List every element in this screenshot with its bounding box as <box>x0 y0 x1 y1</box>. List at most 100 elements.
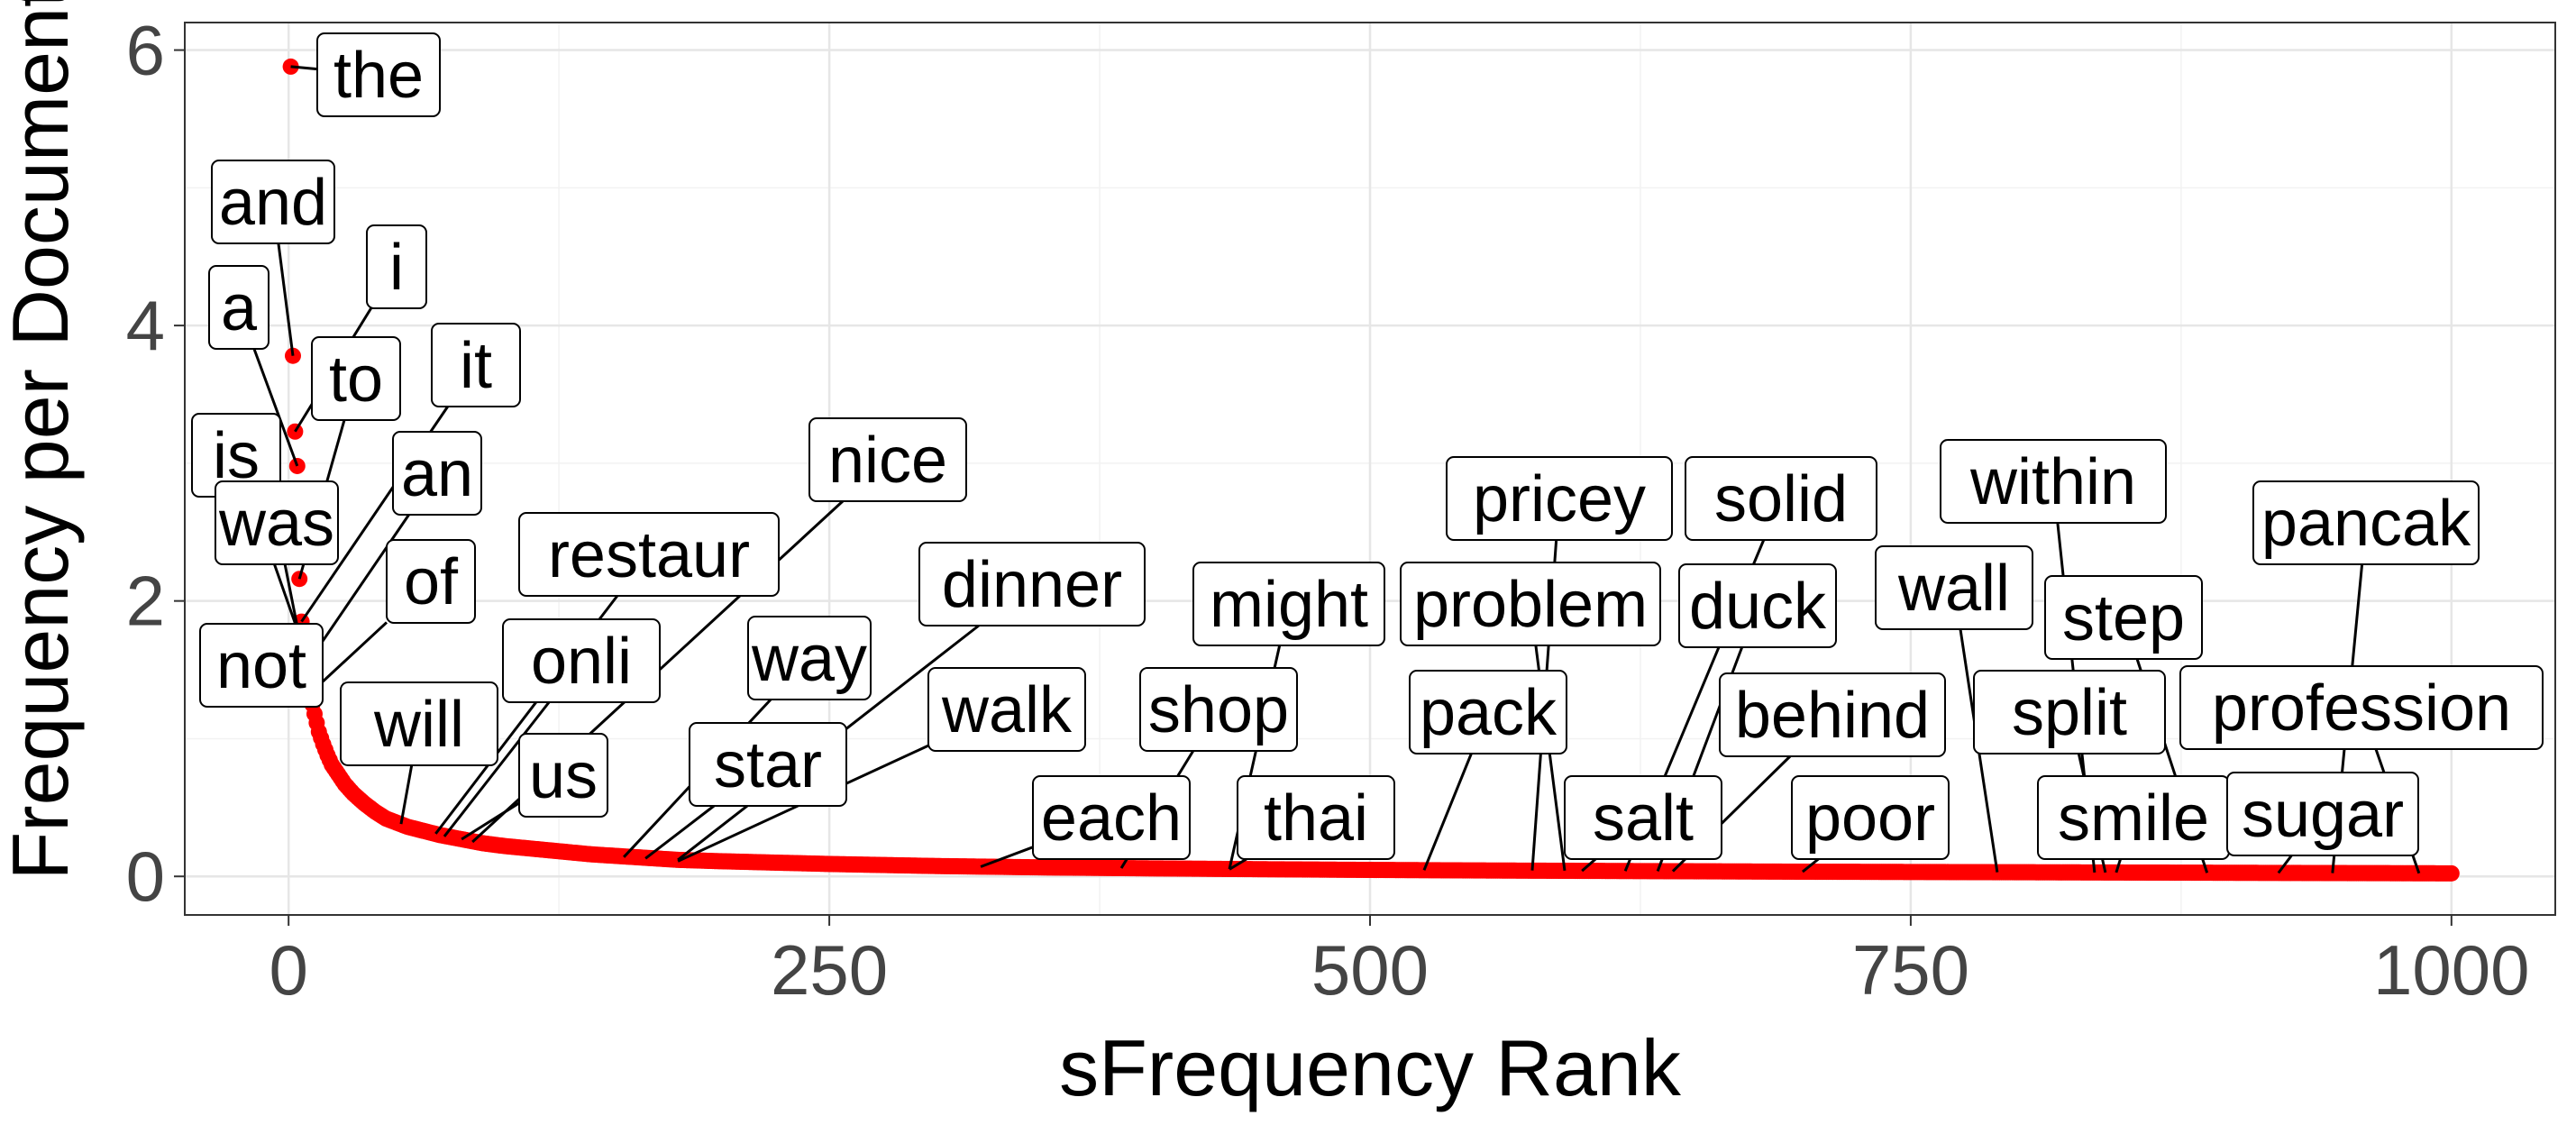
word-label-text: salt <box>1593 782 1694 855</box>
word-label-text: an <box>401 438 473 510</box>
word-label-text: pricey <box>1473 463 1646 535</box>
word-label-text: a <box>221 272 258 344</box>
word-label: behind <box>1719 672 1946 757</box>
word-label: smile <box>2037 775 2230 860</box>
word-label-box <box>918 542 1146 626</box>
word-label-box <box>1237 775 1395 860</box>
word-label: was <box>215 480 339 565</box>
word-label-box <box>518 512 780 597</box>
word-label-box <box>1685 456 1877 541</box>
word-label-box <box>1400 562 1661 646</box>
word-label: a <box>208 265 269 350</box>
word-label-text: pack <box>1420 677 1557 749</box>
x-tick-label: 1000 <box>2373 930 2530 1010</box>
word-label: duck <box>1678 563 1837 648</box>
word-label: onli <box>502 618 661 703</box>
leader-line <box>399 764 414 825</box>
leader-line <box>1801 857 1820 873</box>
word-label-text: restaur <box>548 519 750 591</box>
word-label-text: pancak <box>2261 488 2471 560</box>
word-label: poor <box>1791 775 1950 860</box>
word-label-box <box>1032 775 1191 860</box>
y-tick-label: 4 <box>126 286 165 365</box>
word-label-box <box>208 265 269 350</box>
y-axis-ticks: 0 2 4 6 <box>126 11 185 916</box>
word-label-box <box>518 733 608 818</box>
word-label-box <box>2252 480 2480 565</box>
word-label-box <box>927 667 1086 752</box>
word-label-text: profession <box>2212 672 2511 745</box>
word-label-text: is <box>213 420 260 492</box>
word-label: to <box>311 336 401 421</box>
word-label-text: star <box>714 729 822 801</box>
word-label-text: solid <box>1714 463 1848 535</box>
y-tick-label: 0 <box>126 837 165 916</box>
word-label-text: shop <box>1148 674 1289 746</box>
leader-line <box>1581 857 1597 873</box>
leader-line <box>277 242 295 356</box>
word-label: it <box>431 323 521 407</box>
word-label: pancak <box>2252 480 2480 565</box>
word-label-text: thai <box>1264 782 1368 855</box>
word-label-box <box>1678 563 1837 648</box>
word-label-box <box>1791 775 1950 860</box>
word-label-box <box>1564 775 1722 860</box>
word-label-text: might <box>1210 569 1368 641</box>
word-label-text: i <box>389 232 404 304</box>
word-label-text: will <box>373 689 464 761</box>
word-label-box <box>2179 665 2544 750</box>
word-label-text: onli <box>531 626 632 698</box>
data-point <box>2443 864 2460 882</box>
word-label-box <box>1973 670 2166 754</box>
word-label-text: dinner <box>942 549 1122 621</box>
word-label: of <box>386 539 476 624</box>
word-label-box <box>808 417 967 502</box>
leader-line <box>290 65 318 71</box>
word-label-text: problem <box>1413 569 1648 641</box>
x-tick-label: 250 <box>771 930 888 1010</box>
word-label-text: way <box>751 623 867 695</box>
word-label-text: walk <box>941 674 1073 746</box>
leader-line <box>443 701 551 837</box>
word-label-text: poor <box>1805 782 1935 855</box>
word-label-text: behind <box>1735 680 1930 752</box>
word-label-box <box>366 224 427 309</box>
word-label-box <box>502 618 661 703</box>
y-tick-label: 6 <box>126 11 165 90</box>
word-label: and <box>211 160 335 244</box>
word-label-text: within <box>1969 446 2136 518</box>
word-label-text: split <box>2012 677 2127 749</box>
word-label: solid <box>1685 456 1877 541</box>
word-label: an <box>392 431 482 516</box>
word-label: way <box>747 616 872 700</box>
leader-line <box>2115 858 2122 873</box>
word-label-box <box>316 32 441 117</box>
word-label-box <box>392 431 482 516</box>
word-label: might <box>1192 562 1385 646</box>
word-label-text: not <box>216 630 306 702</box>
word-label: walk <box>927 667 1086 752</box>
word-label: star <box>689 722 847 807</box>
word-label-box <box>199 623 324 708</box>
y-tick-label: 2 <box>126 562 165 641</box>
word-label-box <box>1940 439 2167 524</box>
word-label-box <box>340 681 498 766</box>
word-label: each <box>1032 775 1191 860</box>
word-label: pack <box>1409 670 1567 754</box>
word-label-text: step <box>2062 582 2185 654</box>
x-axis-ticks: 0 250 500 750 1000 <box>269 915 2530 1010</box>
word-label-text: was <box>218 488 334 560</box>
word-label: salt <box>1564 775 1722 860</box>
word-label: i <box>366 224 427 309</box>
word-label: profession <box>2179 665 2544 750</box>
x-tick-label: 750 <box>1852 930 1969 1010</box>
leader-line <box>2277 855 2293 874</box>
word-label: sugar <box>2226 772 2419 856</box>
word-label-box <box>747 616 872 700</box>
word-label-box <box>386 539 476 624</box>
word-label-box <box>1875 545 2033 630</box>
x-axis-title: sFrequency Rank <box>1059 1023 1682 1112</box>
word-label-box <box>215 480 339 565</box>
word-label-box <box>2044 575 2203 660</box>
